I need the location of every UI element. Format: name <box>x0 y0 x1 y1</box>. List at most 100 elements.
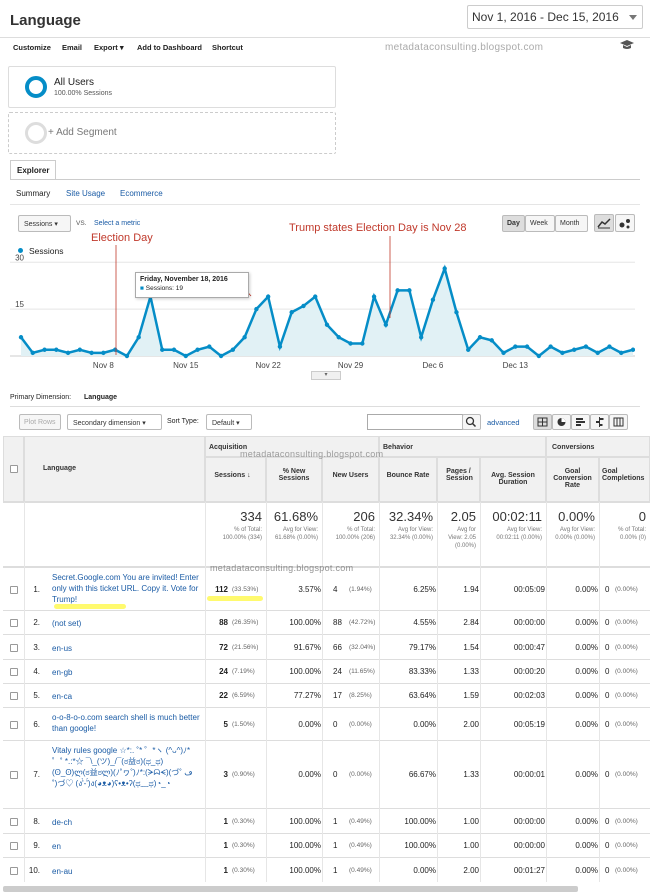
subtab-ecommerce[interactable]: Ecommerce <box>120 189 163 198</box>
col-new-sessions[interactable]: % New Sessions <box>266 457 322 502</box>
data-point[interactable] <box>195 347 200 352</box>
add-segment[interactable]: + Add Segment <box>8 112 336 154</box>
data-point[interactable] <box>183 353 188 359</box>
search-icon[interactable] <box>462 414 481 430</box>
add-to-dashboard-button[interactable]: Add to Dashboard <box>137 43 202 52</box>
email-button[interactable]: Email <box>62 43 83 52</box>
secondary-dimension-select[interactable]: Secondary dimension ▾ <box>67 414 162 430</box>
data-point[interactable] <box>171 347 177 352</box>
data-point[interactable] <box>595 350 600 356</box>
data-point[interactable] <box>254 306 259 312</box>
language-link[interactable]: Vitaly rules google ☆*:. ˚* ゜*ヽ (^ᴗ^)ﾉ* … <box>52 746 193 788</box>
sessions-line-chart[interactable]: 15 30 Nov 8 Nov 15 Nov 22 Nov 29 Dec 6 Dec 13 <box>10 240 635 370</box>
table-row[interactable]: 10. en-au 1 (0.30%) 100.00% 1 (0.49%) 0.00% 2.00… <box>3 857 650 882</box>
data-point[interactable] <box>466 347 471 352</box>
data-point[interactable] <box>571 347 577 352</box>
data-point[interactable] <box>548 344 553 349</box>
table-row[interactable]: 5. en-ca 22 (6.59%) 77.27% 17 (8.25%) 63.64% 1.5… <box>3 683 650 707</box>
data-point[interactable] <box>289 310 294 315</box>
data-point[interactable] <box>418 335 424 340</box>
data-point[interactable] <box>207 344 212 349</box>
shortcut-button[interactable]: Shortcut <box>212 43 243 52</box>
data-point[interactable] <box>524 344 530 349</box>
language-link[interactable]: en-us <box>52 644 73 653</box>
select-all-checkbox[interactable] <box>10 465 18 473</box>
table-row[interactable]: 4. en-gb 24 (7.19%) 100.00% 24 (11.65%) 83.33% 1… <box>3 659 650 683</box>
data-point[interactable] <box>65 350 71 356</box>
row-checkbox[interactable] <box>10 818 18 826</box>
data-point[interactable] <box>489 338 494 343</box>
data-point[interactable] <box>630 347 635 352</box>
data-point[interactable] <box>383 322 389 327</box>
data-point[interactable] <box>371 294 377 299</box>
row-checkbox[interactable] <box>10 644 18 652</box>
data-point[interactable] <box>454 310 459 315</box>
data-point[interactable] <box>430 297 436 302</box>
data-point[interactable] <box>513 344 518 349</box>
advanced-link[interactable]: advanced <box>487 418 520 427</box>
data-point[interactable] <box>42 347 47 352</box>
metric-select[interactable]: Sessions ▾ <box>18 215 71 232</box>
plot-rows-button[interactable]: Plot Rows <box>19 414 61 430</box>
col-new-users[interactable]: New Users <box>322 457 379 502</box>
data-point[interactable] <box>560 350 565 356</box>
data-point[interactable] <box>242 335 247 340</box>
table-row[interactable]: 3. en-us 72 (21.56%) 91.67% 66 (32.04%) 79.17% 1… <box>3 634 650 659</box>
col-language[interactable]: Language <box>24 436 205 502</box>
data-point[interactable] <box>230 347 236 352</box>
table-row[interactable]: 8. de-ch 1 (0.30%) 100.00% 1 (0.49%) 100.00% 1.0… <box>3 808 650 833</box>
graduation-cap-icon[interactable] <box>620 40 634 50</box>
language-link[interactable]: en-au <box>52 867 73 876</box>
data-point[interactable] <box>124 353 130 359</box>
row-checkbox[interactable] <box>10 692 18 700</box>
language-link[interactable]: Secret.Google.com You are invited! Enter… <box>52 573 199 604</box>
data-point[interactable] <box>301 303 306 309</box>
pie-view-icon[interactable] <box>552 414 571 430</box>
period-month-button[interactable]: Month <box>555 215 588 232</box>
select-metric-link[interactable]: Select a metric <box>94 220 141 227</box>
col-avg-duration[interactable]: Avg. Session Duration <box>480 457 546 502</box>
data-point[interactable] <box>607 344 612 349</box>
row-checkbox[interactable] <box>10 668 18 676</box>
language-link[interactable]: (not set) <box>52 619 82 628</box>
data-point[interactable] <box>160 347 165 352</box>
row-checkbox[interactable] <box>10 842 18 850</box>
table-row[interactable]: 9. en 1 (0.30%) 100.00% 1 (0.49%) 100.00% 1.00 00… <box>3 833 650 857</box>
data-point[interactable] <box>101 350 106 356</box>
col-pages-session[interactable]: Pages / Session <box>437 457 480 502</box>
data-point[interactable] <box>136 335 141 340</box>
customize-button[interactable]: Customize <box>13 43 51 52</box>
segment-all-users[interactable]: All Users 100.00% Sessions <box>8 66 336 108</box>
table-row[interactable]: 6. o-o-8-o-o.com search shell is much bet… <box>3 707 650 740</box>
chart-collapse-handle[interactable]: ▾ <box>311 371 341 380</box>
sort-type-select[interactable]: Default ▾ <box>206 414 252 430</box>
primary-dimension-value[interactable]: Language <box>84 394 118 401</box>
row-checkbox[interactable] <box>10 619 18 627</box>
period-day-button[interactable]: Day <box>502 215 525 232</box>
table-view-icon[interactable] <box>533 414 552 430</box>
data-point[interactable] <box>89 350 94 356</box>
data-point[interactable] <box>395 288 400 293</box>
data-point[interactable] <box>583 344 589 349</box>
data-point[interactable] <box>348 341 353 346</box>
subtab-summary[interactable]: Summary <box>16 189 51 198</box>
language-link[interactable]: en-ca <box>52 692 73 701</box>
motion-chart-icon[interactable] <box>615 214 635 232</box>
row-checkbox[interactable] <box>10 867 18 875</box>
table-row[interactable]: 7. Vitaly rules google ☆*:. ˚* ゜*ヽ (^ᴗ^)ﾉ… <box>3 740 650 808</box>
bar-view-icon[interactable] <box>571 414 590 430</box>
data-point[interactable] <box>54 347 59 352</box>
data-point[interactable] <box>324 322 330 327</box>
col-bounce-rate[interactable]: Bounce Rate <box>379 457 437 502</box>
date-range-picker[interactable]: Nov 1, 2016 - Dec 15, 2016 <box>467 5 643 29</box>
table-row[interactable]: 2. (not set) 88 (26.35%) 100.00% 88 (42.72%) 4.… <box>3 610 650 634</box>
language-link[interactable]: en-gb <box>52 668 73 677</box>
row-checkbox[interactable] <box>10 721 18 729</box>
language-link[interactable]: o-o-8-o-o.com search shell is much bette… <box>52 713 200 733</box>
line-chart-icon[interactable] <box>594 214 614 232</box>
data-point[interactable] <box>218 353 224 359</box>
export-button[interactable]: Export ▾ <box>94 43 124 52</box>
language-link[interactable]: de-ch <box>52 818 73 827</box>
data-point[interactable] <box>313 294 318 299</box>
data-point[interactable] <box>77 347 83 352</box>
